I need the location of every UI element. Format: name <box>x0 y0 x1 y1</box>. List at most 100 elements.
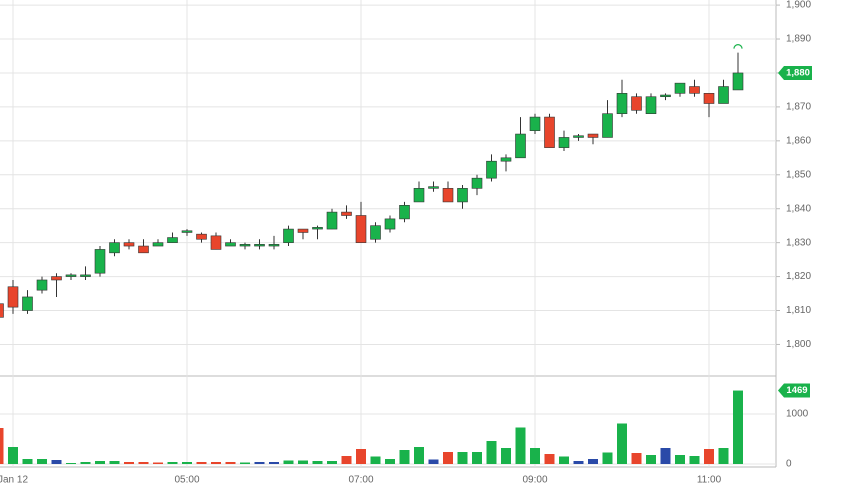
candle-body <box>341 211 352 216</box>
volume-bar <box>37 459 47 464</box>
candle-body <box>312 227 323 230</box>
volume-bar <box>356 449 366 464</box>
volume-bar <box>472 452 482 464</box>
candle-body <box>616 93 628 114</box>
volume-bar <box>327 461 337 464</box>
x-tick-label: 07:00 <box>348 475 373 486</box>
candle-body <box>558 137 570 148</box>
volume-bar <box>254 462 265 464</box>
price-tag <box>778 65 812 80</box>
volume-tag-label: 1469 <box>786 385 807 396</box>
candle-body <box>660 94 671 98</box>
candle-body <box>239 244 251 247</box>
volume-bar <box>602 452 613 464</box>
candle-body <box>80 274 91 277</box>
candle-body <box>326 211 338 230</box>
volume-bar <box>573 461 584 464</box>
volume-bar <box>704 449 714 464</box>
volume-bar <box>269 462 279 464</box>
candle-body <box>297 228 309 233</box>
candle-body <box>384 218 396 230</box>
candle-body <box>152 242 164 247</box>
y-tick-label: 1,840 <box>786 203 811 214</box>
volume-bar <box>443 452 453 464</box>
volume-bar <box>515 427 526 464</box>
volume-bar <box>95 461 105 464</box>
candle-body <box>645 96 657 114</box>
volume-bar <box>138 462 149 464</box>
candle-body <box>471 177 483 189</box>
candle-body <box>631 96 642 111</box>
volume-bar <box>530 448 540 464</box>
volume-bar <box>341 456 352 464</box>
candle-body <box>529 116 541 131</box>
volume-bar <box>617 423 627 464</box>
volume-bar <box>689 456 700 464</box>
y-tick-label: 1,830 <box>786 237 811 248</box>
x-tick-label: 09:00 <box>522 475 547 486</box>
volume-bar <box>733 390 743 464</box>
y-tick-label: 1,900 <box>786 0 811 11</box>
candle-body <box>442 188 454 203</box>
volume-bar <box>0 428 4 464</box>
volume-bar <box>66 463 76 464</box>
candle-body <box>355 215 367 243</box>
volume-bar <box>486 441 497 464</box>
candle-body <box>109 242 120 254</box>
candle-body <box>674 82 686 94</box>
y-tick-label: 1000 <box>786 409 809 420</box>
volume-bar <box>211 462 221 464</box>
volume-bar <box>182 462 192 464</box>
volume-bar <box>631 453 642 464</box>
volume-bar <box>196 462 207 464</box>
candle-body <box>486 160 497 179</box>
candle-body <box>500 157 512 162</box>
y-tick-label: 1,860 <box>786 135 811 146</box>
volume-bar <box>718 448 729 464</box>
y-tick-label: 1,850 <box>786 169 811 180</box>
candle-body <box>573 135 584 138</box>
candle-body <box>167 237 178 243</box>
volume-bar <box>428 459 439 464</box>
y-tick-label: 1,870 <box>786 102 811 113</box>
volume-bar <box>153 462 163 464</box>
volume-bar <box>51 460 62 464</box>
volume-bar <box>240 462 250 464</box>
candle-body <box>370 225 381 240</box>
volume-bar <box>559 456 569 464</box>
candle-body <box>268 244 280 247</box>
candle-body <box>7 286 19 308</box>
candle-body <box>51 276 62 281</box>
candle-body <box>587 133 599 138</box>
candle-body <box>65 274 77 277</box>
x-tick-label: 05:00 <box>174 475 199 486</box>
y-tick-label: 0 <box>786 459 792 470</box>
candle-body <box>210 235 222 250</box>
candle-body <box>515 133 526 159</box>
volume-bar <box>646 455 656 464</box>
y-tick-label: 1,810 <box>786 305 811 316</box>
volume-bar <box>588 459 598 464</box>
volume-bar <box>660 448 671 464</box>
candle-body <box>138 245 149 254</box>
y-tick-label: 1,890 <box>786 34 811 45</box>
price-tag-label: 1,880 <box>786 67 810 78</box>
candle-body <box>36 279 48 291</box>
candle-body <box>544 116 555 148</box>
volume-bar <box>298 460 308 464</box>
candle-body <box>181 230 193 233</box>
volume-bar <box>675 455 685 464</box>
volume-bar <box>109 461 120 464</box>
candle-body <box>413 188 425 203</box>
volume-tag <box>778 383 810 398</box>
volume-bar <box>167 462 178 464</box>
candle-body <box>22 296 33 311</box>
x-tick-label: Jan 12 <box>0 475 28 486</box>
volume-bar <box>283 460 294 464</box>
volume-bar <box>399 450 410 464</box>
candle-body <box>457 188 468 203</box>
volume-bar <box>544 454 555 464</box>
candle-body <box>703 93 715 104</box>
